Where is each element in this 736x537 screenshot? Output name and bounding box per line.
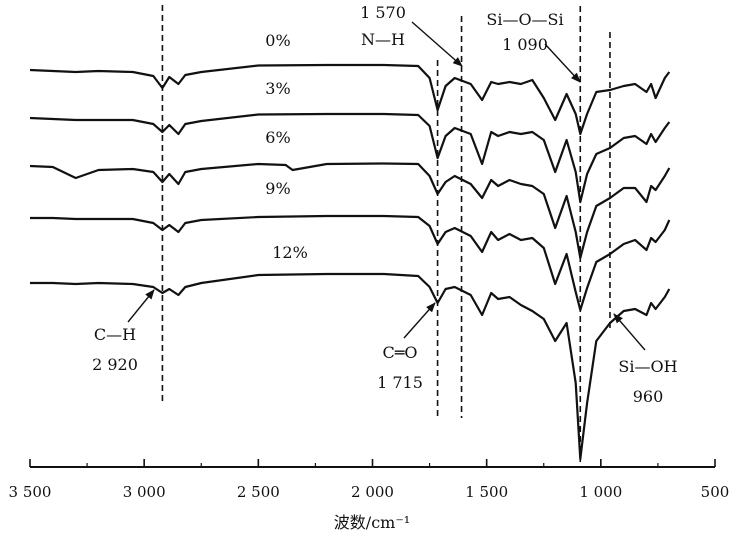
annotation-arrow [403,302,436,339]
annotation-text: 960 [633,387,664,406]
series-label: 6% [265,128,290,147]
annotation-arrow [127,289,155,323]
annotation-text: C═O [383,343,418,362]
annotation-text: C—H [94,325,136,344]
annotation-text: Si—OH [618,357,677,376]
annotation-text: 1 715 [377,373,423,392]
x-tick-label: 3 500 [9,483,52,501]
series-label: 0% [265,31,290,50]
annotations: C—H 2 920 C═O 1 715 1 570 N—H Si—O—Si 1 090 Si—O… [92,3,678,406]
x-tick-label: 2 000 [351,483,394,501]
x-tick-label: 2 500 [237,483,280,501]
x-tick-label: 1 500 [465,483,508,501]
annotation-text: 1 570 [360,3,406,22]
series-labels: 0% 3% 6% 9% 12% [265,31,307,262]
spectra [29,63,671,461]
annotation-arrow [544,43,581,83]
annotation-text: N—H [361,30,405,49]
x-tick-label: 3 000 [123,483,166,501]
series-label: 3% [265,79,290,98]
spectrum-line [30,214,671,312]
annotation-text: Si—O—Si [486,10,563,29]
reference-lines [161,5,611,462]
annotation-text: 2 920 [92,355,138,374]
x-axis: 3 500 3 000 2 500 2 000 1 500 1 000 500 [9,459,730,501]
x-tick-label: 500 [701,483,730,501]
spectrum-line [29,162,671,260]
series-label: 9% [265,179,290,198]
x-tick-label: 1 000 [579,483,622,501]
annotation-arrow [411,21,463,67]
annotation-arrow [613,313,646,351]
x-axis-title: 波数/cm⁻¹ [334,513,410,532]
spectrum-line [29,63,671,136]
series-label: 12% [272,243,308,262]
spectrum-line [29,112,671,204]
annotation-text: 1 090 [502,35,548,54]
